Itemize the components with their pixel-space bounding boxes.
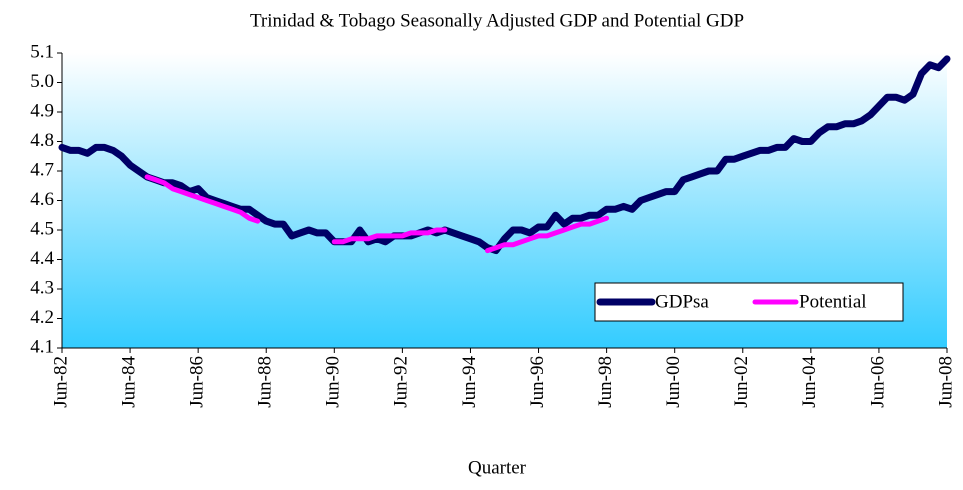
y-tick-label: 4.5	[30, 218, 54, 239]
series-line	[144, 174, 610, 254]
series-line	[58, 55, 951, 255]
x-tick-label: Jun-08	[935, 356, 956, 408]
y-tick-label: 5.1	[30, 41, 54, 62]
y-tick-label: 4.7	[30, 159, 54, 180]
chart-title: Trinidad & Tobago Seasonally Adjusted GD…	[250, 10, 744, 31]
x-tick-label: Jun-04	[799, 356, 820, 408]
y-tick-label: 4.9	[30, 100, 54, 121]
x-tick-label: Jun-94	[459, 356, 480, 408]
x-tick-label: Jun-00	[663, 356, 684, 408]
legend-label: Potential	[799, 291, 867, 312]
x-tick-label: Jun-84	[118, 356, 139, 408]
x-tick-label: Jun-90	[323, 356, 344, 408]
y-tick-label: 5.0	[30, 71, 54, 92]
y-tick-label: 4.6	[30, 189, 54, 210]
y-tick-label: 4.3	[30, 277, 54, 298]
x-tick-label: Jun-06	[867, 356, 888, 408]
y-tick-label: 4.8	[30, 130, 54, 151]
x-tick-label: Jun-82	[50, 356, 71, 408]
x-axis-title: Quarter	[468, 457, 527, 478]
y-tick-label: 4.4	[30, 248, 54, 269]
x-tick-label: Jun-92	[391, 356, 412, 408]
x-tick-label: Jun-96	[527, 356, 548, 408]
x-tick-label: Jun-02	[731, 356, 752, 408]
x-tick-label: Jun-86	[187, 356, 208, 408]
x-tick-label: Jun-88	[255, 356, 276, 408]
y-tick-label: 4.2	[30, 307, 54, 328]
y-tick-label: 4.1	[30, 336, 54, 357]
x-tick-label: Jun-98	[595, 356, 616, 408]
legend-label: GDPsa	[655, 291, 709, 312]
